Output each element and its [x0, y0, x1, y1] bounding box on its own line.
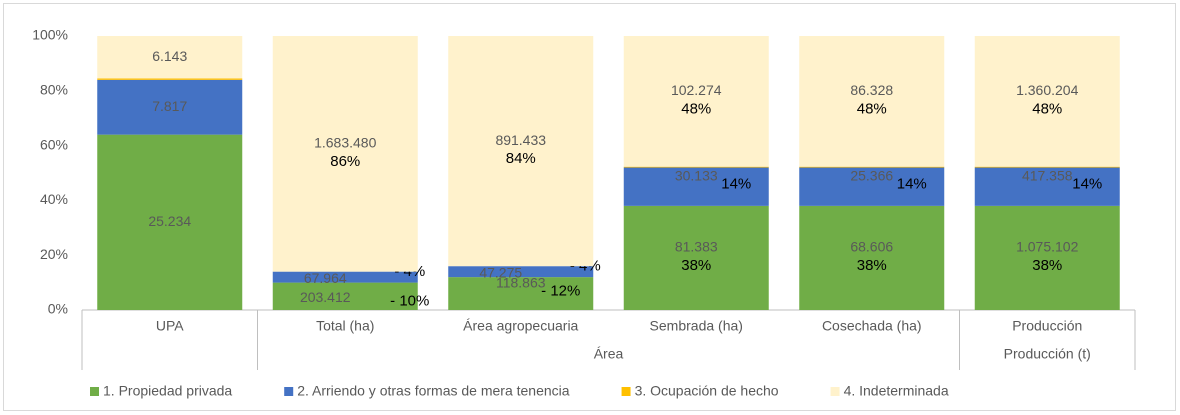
bar-segment: [97, 78, 243, 80]
bar-segment: [97, 36, 243, 79]
bar-segment: [974, 36, 1120, 167]
bar-segment: [974, 166, 1120, 168]
count-label: 47.275: [479, 264, 522, 280]
bar-segment: [272, 282, 418, 310]
value-label: 38%: [1032, 257, 1062, 274]
value-label: 48%: [857, 100, 887, 117]
y-tick-label: 20%: [40, 246, 68, 262]
count-label: 417.358: [1022, 167, 1073, 183]
y-tick-label: 40%: [40, 191, 68, 207]
count-label: 25.366: [850, 167, 893, 183]
count-label: 891.433: [495, 132, 546, 148]
value-label: 48%: [681, 100, 711, 117]
count-label: 1.360.204: [1016, 82, 1078, 98]
x-tick-label: Cosechada (ha): [822, 318, 922, 334]
count-label: 86.328: [850, 82, 893, 98]
value-label: - 12%: [541, 283, 580, 300]
legend-swatch: [90, 387, 99, 396]
value-label: 14%: [721, 176, 751, 193]
value-label: 84%: [506, 150, 536, 167]
count-label: 1.075.102: [1016, 239, 1078, 255]
x-group-label: Producción (t): [1004, 346, 1091, 362]
value-label: 38%: [857, 257, 887, 274]
count-label: 67.964: [304, 270, 347, 286]
bar-segment: [623, 205, 769, 310]
count-label: 203.412: [300, 289, 351, 305]
bar-segment: [623, 36, 769, 167]
value-label: 14%: [1072, 176, 1102, 193]
value-label: - 10%: [390, 292, 429, 309]
value-label: 38%: [681, 257, 711, 274]
count-label: 102.274: [671, 82, 722, 98]
y-tick-label: 60%: [40, 136, 68, 152]
x-tick-label: Total (ha): [316, 318, 374, 334]
value-label: 86%: [330, 153, 360, 170]
bar-segment: [799, 167, 945, 206]
bar-segment: [272, 36, 418, 272]
x-tick-label: Área agropecuaria: [463, 318, 578, 334]
legend-swatch: [830, 387, 840, 396]
bar-segment: [97, 134, 243, 310]
count-label: 118.863: [496, 274, 546, 290]
x-tick-label: UPA: [156, 318, 184, 334]
legend-swatch: [621, 387, 631, 396]
bar-segment: [448, 266, 594, 278]
count-label: 6.143: [152, 48, 187, 64]
legend-label: 4. Indeterminada: [844, 383, 949, 399]
count-label: 68.606: [850, 239, 893, 255]
y-tick-label: 100%: [32, 27, 68, 43]
bar-segment: [974, 205, 1120, 310]
y-tick-label: 80%: [40, 82, 68, 98]
legend-label: 3. Ocupación de hecho: [635, 383, 779, 399]
bar-segment: [974, 167, 1120, 206]
value-label: 14%: [897, 176, 927, 193]
bar-segment: [623, 166, 769, 168]
count-label: 25.234: [148, 213, 191, 229]
y-tick-label: 0%: [48, 301, 68, 317]
count-label: 1.683.480: [314, 135, 376, 151]
count-label: 30.133: [675, 167, 718, 183]
bar-segment: [448, 36, 594, 267]
bar-segment: [799, 205, 945, 310]
bar-segment: [448, 277, 594, 310]
bar-segment: [97, 79, 243, 135]
legend-label: 2. Arriendo y otras formas de mera tenen…: [297, 383, 570, 399]
legend-label: 1. Propiedad privada: [103, 383, 232, 399]
value-label: 48%: [1032, 100, 1062, 117]
x-tick-label: Producción: [1012, 318, 1082, 334]
bar-segment: [799, 166, 945, 168]
count-label: 81.383: [675, 239, 718, 255]
bar-segment: [623, 167, 769, 206]
x-tick-label: Sembrada (ha): [650, 318, 743, 334]
bar-segment: [272, 271, 418, 283]
x-group-label: Área: [594, 346, 624, 362]
legend-swatch: [284, 387, 294, 396]
count-label: 7.817: [152, 98, 187, 114]
bar-segment: [799, 36, 945, 167]
